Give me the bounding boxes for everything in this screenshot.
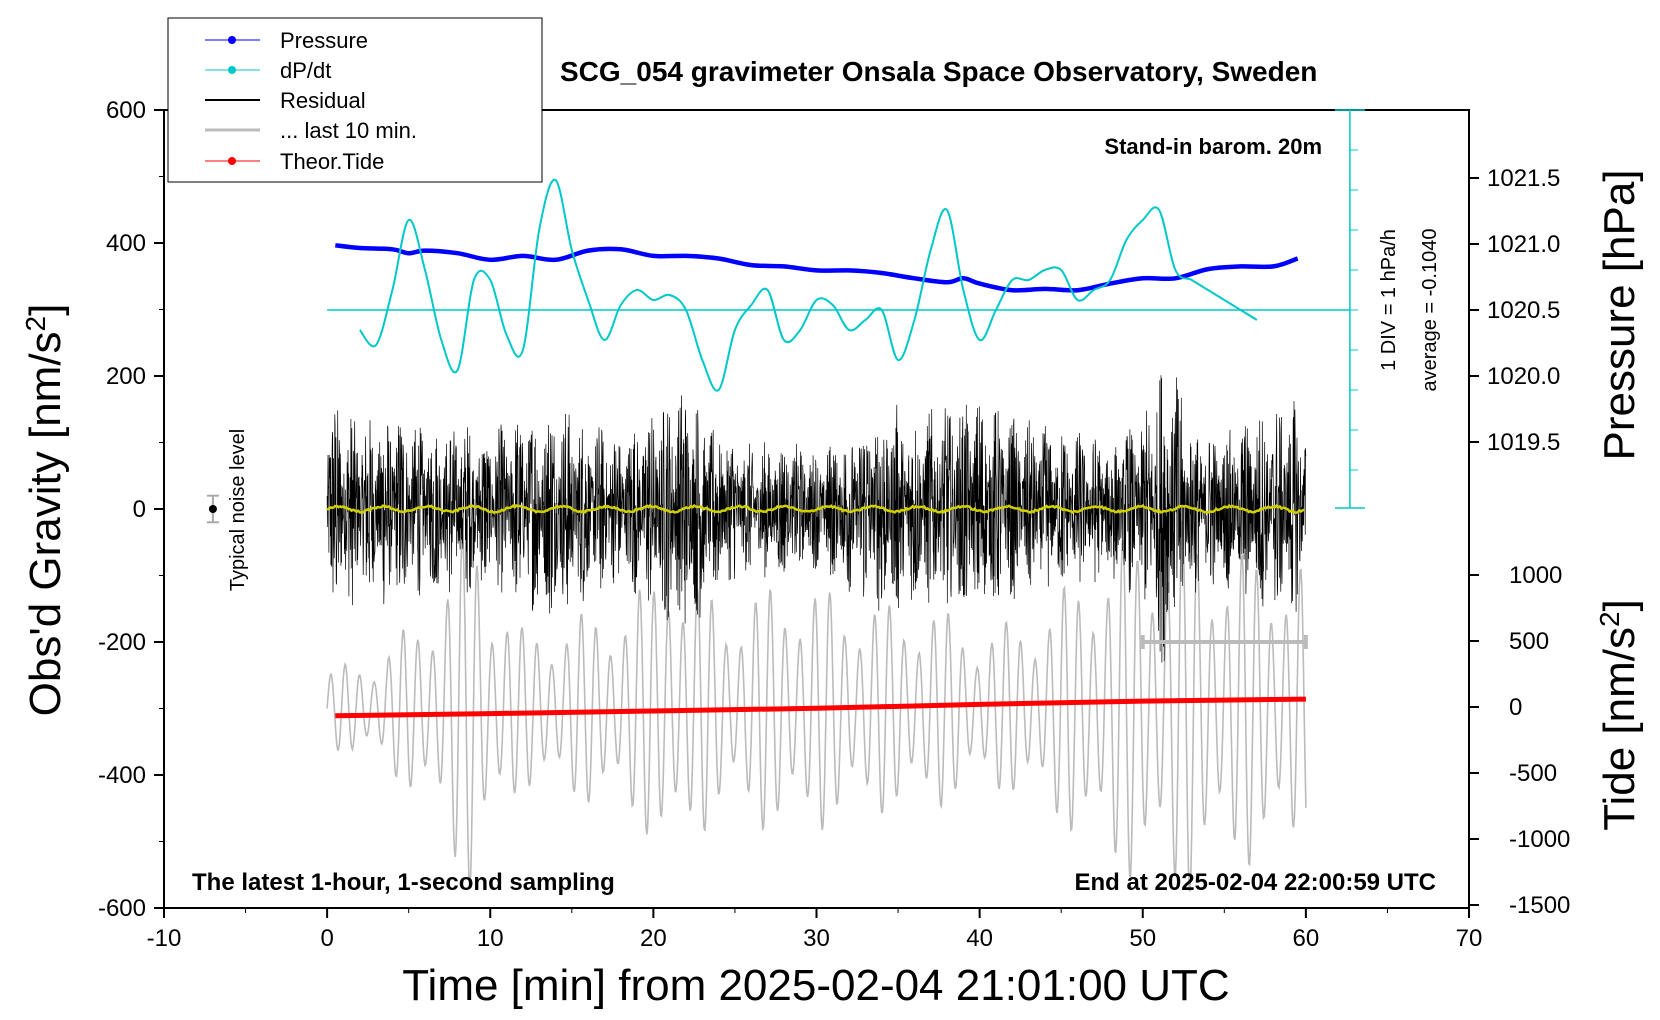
latest-note: The latest 1-hour, 1-second sampling (192, 869, 615, 896)
dpdt-line (359, 178, 1258, 392)
tide-tick-label: 1000 (1509, 562, 1562, 589)
legend-label-last10: ... last 10 min. (280, 118, 417, 143)
dpdt-series (359, 178, 1258, 392)
y-axis-title-pressure: Pressure [hPa] (1595, 169, 1644, 460)
y-axis-title-left: Obs'd Gravity [nm/s2] (20, 304, 71, 717)
theor-tide-series (335, 696, 1306, 719)
tide-tick-label: -1000 (1509, 826, 1570, 853)
x-tick-label: 40 (966, 925, 993, 952)
chart-title: SCG_054 gravimeter Onsala Space Observat… (560, 56, 1317, 87)
residual-smoothed (326, 503, 1305, 515)
y-tick-label-left: 0 (133, 496, 146, 523)
x-tick-label: 50 (1129, 925, 1156, 952)
x-tick-label: 10 (477, 925, 504, 952)
tide-tick-label: 500 (1509, 628, 1549, 655)
pressure-line (335, 243, 1299, 293)
residual-line (326, 375, 1307, 663)
legend-label-residual: Residual (280, 88, 366, 113)
tide-tick-label: 0 (1509, 694, 1522, 721)
noise-level-label: Typical noise level (227, 429, 249, 591)
x-tick-label: 20 (640, 925, 667, 952)
x-axis-title: Time [min] from 2025-02-04 21:01:00 UTC (402, 961, 1229, 1010)
legend-label-pressure: Pressure (280, 28, 368, 53)
stand-in-note: Stand-in barom. 20m (1104, 134, 1322, 159)
y-tick-label-left: -600 (98, 895, 146, 922)
last-10-min-line (326, 517, 1307, 892)
x-tick-label: 70 (1456, 925, 1483, 952)
pressure-tick-label: 1019.5 (1487, 429, 1560, 456)
tide-line (335, 696, 1306, 719)
legend-marker-dpdt (228, 66, 236, 74)
legend: Pressure dP/dt Residual ... last 10 min.… (167, 17, 543, 183)
pressure-tick-label: 1021.5 (1487, 165, 1560, 192)
x-tick-label: 0 (320, 925, 333, 952)
tide-tick-label: -500 (1509, 760, 1557, 787)
legend-label-dpdt: dP/dt (280, 58, 331, 83)
last-10-min-series (326, 517, 1307, 892)
legend-marker-tide (228, 157, 236, 165)
end-at-note: End at 2025-02-04 22:00:59 UTC (1075, 869, 1437, 896)
pressure-series (335, 243, 1299, 293)
x-tick-label: 30 (803, 925, 830, 952)
average-note: average = -0.1040 (1419, 229, 1441, 392)
x-tick-label: -10 (147, 925, 182, 952)
div-note: 1 DIV = 1 hPa/h (1378, 229, 1400, 371)
axis-ticks: -10 0 10 20 30 40 50 60 70 600 400 200 0 -200 -400 -600… (98, 97, 1570, 952)
legend-label-tide: Theor.Tide (280, 149, 384, 174)
y-tick-label-left: 600 (106, 97, 146, 124)
y-tick-label-left: 200 (106, 363, 146, 390)
chart-extras (206, 109, 1365, 649)
y-tick-label-left: -200 (98, 629, 146, 656)
tide-tick-label: -1500 (1509, 892, 1570, 919)
x-tick-label: 60 (1293, 925, 1320, 952)
legend-marker-pressure (228, 36, 236, 44)
residual-smoothed-line (326, 503, 1305, 515)
noise-bar-point (208, 505, 217, 513)
y-tick-label-left: -400 (98, 762, 146, 789)
y-axis-title-tide: Tide [nm/s2] (1594, 599, 1645, 831)
pressure-tick-label: 1020.0 (1487, 363, 1560, 390)
pressure-tick-label: 1020.5 (1487, 297, 1560, 324)
pressure-tick-label: 1021.0 (1487, 231, 1560, 258)
residual-series (326, 375, 1307, 663)
y-tick-label-left: 400 (106, 230, 146, 257)
